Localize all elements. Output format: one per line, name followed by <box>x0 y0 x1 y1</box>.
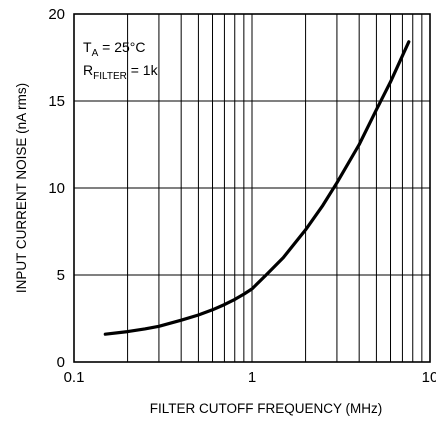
annotation-temperature: TA = 25°C <box>83 39 145 59</box>
plot-frame <box>73 13 431 363</box>
annotation-filter-resistor: RFILTER = 1k <box>83 62 159 82</box>
tick-labels: 0.1 1 10 0 5 10 15 20 <box>48 6 436 386</box>
y-tick-label: 0 <box>57 354 65 371</box>
x-axis-label: FILTER CUTOFF FREQUENCY (MHz) <box>150 401 383 416</box>
x-tick-label: 0.1 <box>64 369 85 386</box>
y-tick-label: 20 <box>48 6 65 23</box>
series-layer <box>103 40 411 336</box>
x-tick-label: 1 <box>248 369 256 386</box>
y-tick-label: 15 <box>48 93 65 110</box>
y-axis-label: INPUT CURRENT NOISE (nA rms) <box>14 83 29 293</box>
y-tick-label: 10 <box>48 180 65 197</box>
y-tick-label: 5 <box>57 267 65 284</box>
noise-curve <box>103 40 411 336</box>
x-tick-label: 10 <box>422 369 436 386</box>
grid-lines <box>74 14 430 362</box>
